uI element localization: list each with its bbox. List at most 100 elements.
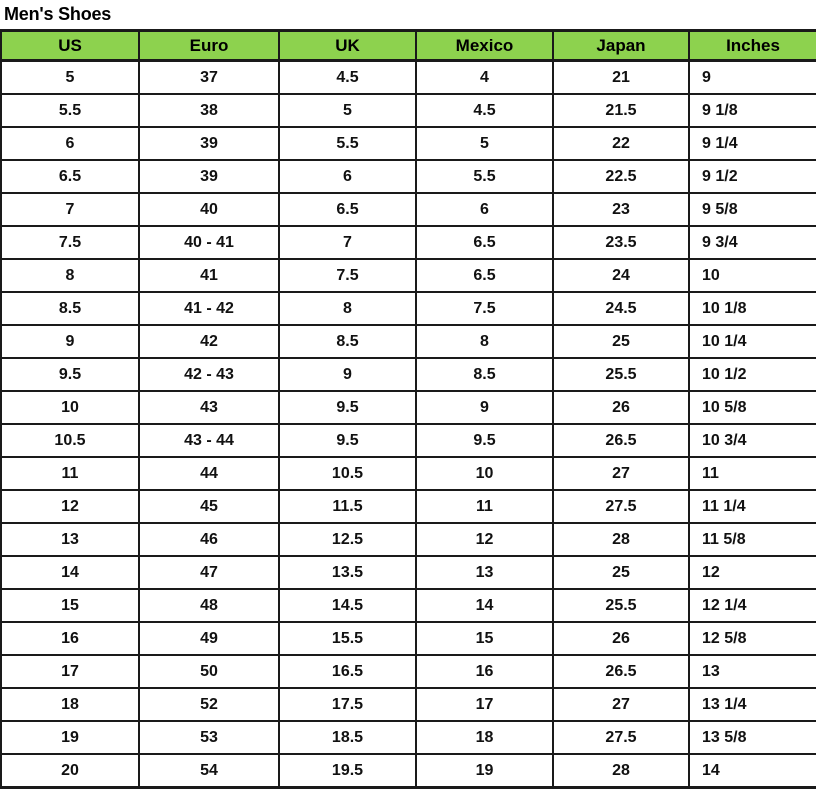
cell-us: 19 [0,720,140,754]
cell-japan: 25 [552,555,690,589]
cell-euro: 42 [138,324,280,358]
cell-euro: 46 [138,522,280,556]
table-row: 18 52 17.5 17 27 13 1/4 [0,687,816,721]
cell-inches: 9 [688,60,816,94]
table-row: 9 42 8.5 8 25 10 1/4 [0,324,816,358]
cell-us: 8 [0,258,140,292]
cell-mexico: 5.5 [415,159,554,193]
cell-japan: 25.5 [552,357,690,391]
cell-japan: 26.5 [552,654,690,688]
cell-mexico: 4 [415,60,554,94]
cell-euro: 43 - 44 [138,423,280,457]
cell-uk: 5 [278,93,417,127]
table-row: 15 48 14.5 14 25.5 12 1/4 [0,588,816,622]
cell-euro: 39 [138,159,280,193]
cell-us: 7 [0,192,140,226]
cell-mexico: 11 [415,489,554,523]
cell-mexico: 9 [415,390,554,424]
cell-japan: 21.5 [552,93,690,127]
cell-uk: 16.5 [278,654,417,688]
cell-inches: 10 5/8 [688,390,816,424]
cell-inches: 12 1/4 [688,588,816,622]
table-row: 7.5 40 - 41 7 6.5 23.5 9 3/4 [0,225,816,259]
cell-inches: 9 1/4 [688,126,816,160]
cell-uk: 6 [278,159,417,193]
cell-inches: 11 5/8 [688,522,816,556]
cell-japan: 22 [552,126,690,160]
cell-inches: 9 1/2 [688,159,816,193]
cell-japan: 26 [552,621,690,655]
column-header-japan: Japan [552,30,690,62]
cell-euro: 54 [138,753,280,788]
cell-euro: 48 [138,588,280,622]
cell-us: 7.5 [0,225,140,259]
cell-uk: 11.5 [278,489,417,523]
table-row: 6 39 5.5 5 22 9 1/4 [0,126,816,160]
cell-euro: 43 [138,390,280,424]
column-header-uk: UK [278,30,417,62]
header-row: US Euro UK Mexico Japan Inches [0,30,816,62]
cell-uk: 13.5 [278,555,417,589]
cell-mexico: 8 [415,324,554,358]
table-row: 5.5 38 5 4.5 21.5 9 1/8 [0,93,816,127]
cell-mexico: 6 [415,192,554,226]
cell-uk: 6.5 [278,192,417,226]
column-header-inches: Inches [688,30,816,62]
cell-us: 9 [0,324,140,358]
cell-uk: 4.5 [278,60,417,94]
cell-japan: 27 [552,456,690,490]
cell-us: 14 [0,555,140,589]
cell-inches: 12 5/8 [688,621,816,655]
cell-us: 18 [0,687,140,721]
table-row: 7 40 6.5 6 23 9 5/8 [0,192,816,226]
cell-uk: 9.5 [278,423,417,457]
cell-japan: 25 [552,324,690,358]
cell-euro: 50 [138,654,280,688]
table-row: 17 50 16.5 16 26.5 13 [0,654,816,688]
cell-uk: 17.5 [278,687,417,721]
column-header-us: US [0,30,140,62]
table-row: 11 44 10.5 10 27 11 [0,456,816,490]
cell-mexico: 13 [415,555,554,589]
cell-japan: 27 [552,687,690,721]
cell-euro: 41 - 42 [138,291,280,325]
cell-uk: 15.5 [278,621,417,655]
table-row: 8 41 7.5 6.5 24 10 [0,258,816,292]
cell-mexico: 7.5 [415,291,554,325]
cell-euro: 44 [138,456,280,490]
cell-us: 10 [0,390,140,424]
cell-japan: 24 [552,258,690,292]
cell-inches: 11 1/4 [688,489,816,523]
column-header-mexico: Mexico [415,30,554,62]
table-row: 5 37 4.5 4 21 9 [0,60,816,94]
cell-us: 9.5 [0,357,140,391]
cell-japan: 28 [552,753,690,788]
table-row: 13 46 12.5 12 28 11 5/8 [0,522,816,556]
cell-mexico: 12 [415,522,554,556]
table-row: 20 54 19.5 19 28 14 [0,753,816,788]
cell-japan: 24.5 [552,291,690,325]
cell-us: 15 [0,588,140,622]
cell-inches: 10 1/4 [688,324,816,358]
cell-us: 5.5 [0,93,140,127]
cell-euro: 53 [138,720,280,754]
shoe-size-table: US Euro UK Mexico Japan Inches 5 37 4.5 4 21 9 5.5 3… [0,29,816,789]
table-row: 8.5 41 - 42 8 7.5 24.5 10 1/8 [0,291,816,325]
cell-uk: 7.5 [278,258,417,292]
cell-euro: 41 [138,258,280,292]
cell-euro: 47 [138,555,280,589]
cell-inches: 10 1/8 [688,291,816,325]
cell-inches: 10 1/2 [688,357,816,391]
cell-uk: 19.5 [278,753,417,788]
cell-japan: 23.5 [552,225,690,259]
cell-japan: 27.5 [552,720,690,754]
cell-mexico: 6.5 [415,225,554,259]
cell-euro: 52 [138,687,280,721]
cell-uk: 8.5 [278,324,417,358]
cell-us: 10.5 [0,423,140,457]
cell-inches: 14 [688,753,816,788]
cell-mexico: 10 [415,456,554,490]
cell-japan: 22.5 [552,159,690,193]
cell-mexico: 6.5 [415,258,554,292]
